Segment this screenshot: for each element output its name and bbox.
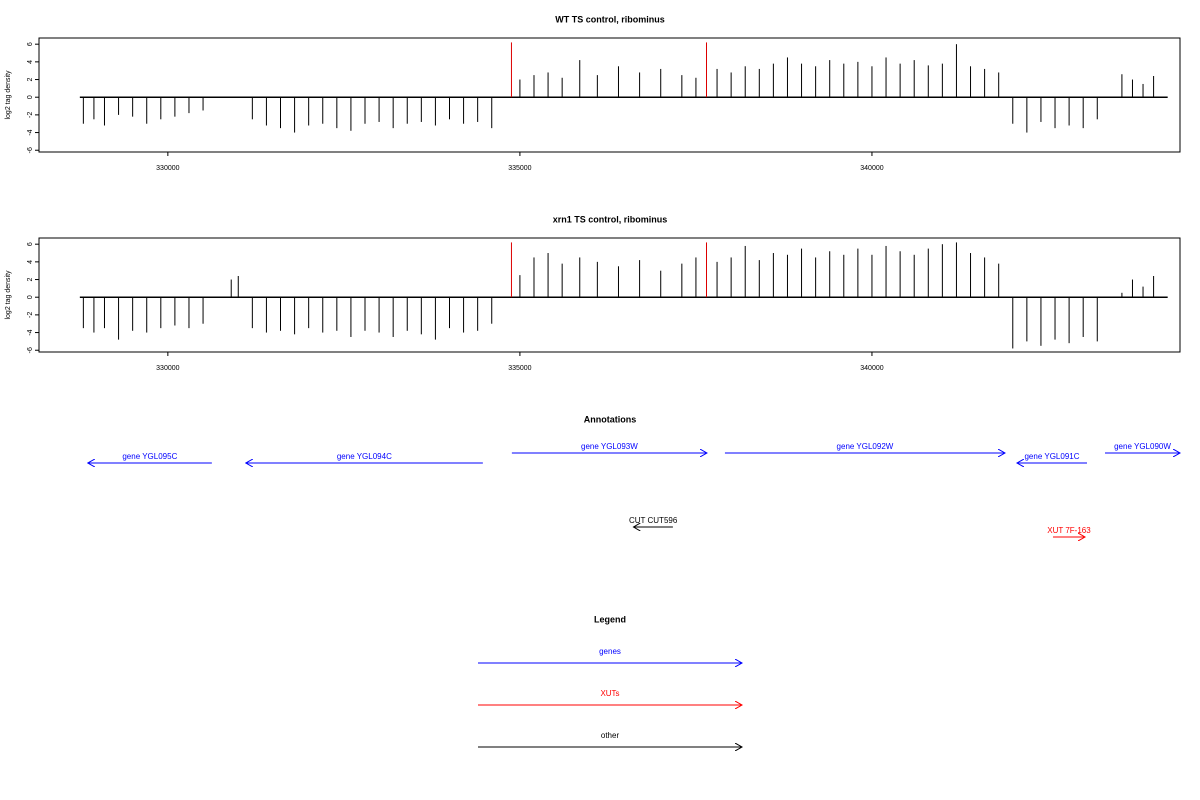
plot-frame xyxy=(38,37,1181,153)
feature-label: gene YGL092W xyxy=(837,442,894,451)
y-tick-label: 2 xyxy=(27,277,34,281)
x-tick-label: 330000 xyxy=(156,365,179,372)
y-tick-label: -2 xyxy=(27,312,34,318)
feature-label: gene YGL093W xyxy=(581,442,638,451)
y-axis-label: log2 tag density xyxy=(5,270,12,320)
y-tick-label: 6 xyxy=(27,42,34,46)
feature-label: gene YGL095C xyxy=(122,452,177,461)
y-tick-label: 0 xyxy=(27,95,34,99)
annotations-title: Annotations xyxy=(584,414,637,424)
x-tick-label: 330000 xyxy=(156,165,179,172)
y-tick-label: 4 xyxy=(27,60,34,64)
y-tick-label: -6 xyxy=(27,147,34,153)
x-tick-label: 335000 xyxy=(508,365,531,372)
y-tick-label: -2 xyxy=(27,112,34,118)
chart-title: WT TS control, ribominus xyxy=(555,14,665,24)
chart-title: xrn1 TS control, ribominus xyxy=(553,214,668,224)
feature-label: gene YGL094C xyxy=(337,452,392,461)
feature-label: gene YGL090W xyxy=(1114,442,1171,451)
y-tick-label: -4 xyxy=(27,329,34,335)
plot-frame xyxy=(38,237,1181,353)
legend-label: XUTs xyxy=(600,689,619,698)
feature-label: gene YGL091C xyxy=(1024,452,1079,461)
y-tick-label: -6 xyxy=(27,347,34,353)
legend-title: Legend xyxy=(594,614,626,624)
y-tick-label: -4 xyxy=(27,129,34,135)
y-axis-label: log2 tag density xyxy=(5,70,12,120)
x-tick-label: 340000 xyxy=(860,365,883,372)
legend-label: genes xyxy=(599,647,621,656)
y-tick-label: 2 xyxy=(27,77,34,81)
legend-label: other xyxy=(601,731,620,740)
y-tick-label: 4 xyxy=(27,260,34,264)
feature-label: CUT CUT596 xyxy=(629,516,678,525)
x-tick-label: 340000 xyxy=(860,165,883,172)
y-tick-label: 0 xyxy=(27,295,34,299)
x-tick-label: 335000 xyxy=(508,165,531,172)
y-tick-label: 6 xyxy=(27,242,34,246)
feature-label: XUT 7F-163 xyxy=(1047,526,1091,535)
